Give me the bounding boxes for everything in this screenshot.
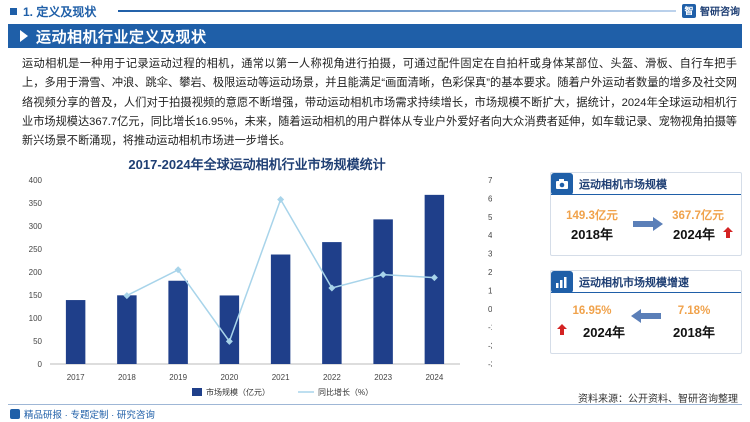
growth-point — [379, 271, 387, 279]
header-divider — [118, 10, 740, 12]
report-icon — [10, 409, 20, 419]
logo-icon: 智 — [682, 3, 696, 18]
bar — [65, 300, 86, 364]
play-arrow-icon — [20, 30, 28, 42]
scale-card-title: 运动相机市场规模 — [579, 179, 667, 191]
y-left-tick-label: 300 — [29, 222, 43, 231]
source-text: 资料来源：公开资料、智研咨询整理 — [578, 394, 738, 405]
bar — [168, 280, 188, 364]
square-icon — [10, 7, 17, 15]
growth-card: 运动相机市场规模增速 16.95% 2024年 7.18% 2018年 — [550, 270, 742, 354]
bar-chart-icon — [551, 271, 573, 293]
top-header: 1. 定义及现状 智 智研咨询 — [0, 0, 750, 22]
growth-point — [225, 337, 233, 345]
y-right-tick-label: 40% — [488, 231, 492, 240]
logo-text: 智研咨询 — [700, 7, 740, 18]
y-right-tick-label: 60% — [488, 194, 492, 203]
y-left-tick-label: 150 — [29, 291, 43, 300]
footer-divider — [8, 404, 742, 405]
growth-point — [277, 196, 285, 204]
x-tick-label: 2023 — [374, 373, 392, 382]
bar — [322, 242, 342, 364]
y-right-tick-label: 10% — [488, 286, 492, 295]
divider — [551, 194, 741, 195]
growth-point — [174, 266, 182, 274]
legend-bar-swatch — [192, 388, 202, 396]
brand-logo: 智 智研咨询 — [676, 3, 740, 18]
source-note: 资料来源：公开资料、智研咨询整理 — [578, 389, 738, 407]
left-arrow-icon — [631, 309, 661, 323]
section-marker: 1. 定义及现状 — [0, 3, 96, 20]
scale-to-value: 367.7亿元 — [672, 210, 724, 222]
x-tick-label: 2017 — [67, 373, 85, 382]
growth-point — [328, 284, 336, 292]
y-left-tick-label: 50 — [33, 337, 42, 346]
x-tick-label: 2022 — [323, 373, 341, 382]
bar — [270, 254, 291, 364]
y-left-tick-label: 200 — [29, 268, 43, 277]
page-title: 运动相机行业定义及现状 — [36, 28, 207, 46]
intro-paragraph: 运动相机是一种用于记录运动过程的相机，通常以第一人称视角进行拍摄，可通过配件固定… — [22, 58, 737, 148]
page-title-bar: 运动相机行业定义及现状 — [8, 24, 742, 48]
divider — [551, 292, 741, 293]
scale-card: 运动相机市场规模 149.3亿元 2018年 367.7亿元 2024年 — [550, 172, 742, 256]
growth-point — [123, 292, 131, 300]
footer-text: 精品研报 · 专题定制 · 研究咨询 — [24, 410, 155, 421]
y-right-tick-label: 20% — [488, 268, 492, 277]
bar — [117, 295, 137, 364]
y-left-tick-label: 350 — [29, 199, 43, 208]
scale-from-value: 149.3亿元 — [566, 210, 618, 222]
y-right-tick-label: -20% — [488, 342, 492, 351]
legend-line-label: 同比增长（%） — [318, 387, 373, 397]
y-left-tick-label: 250 — [29, 245, 43, 254]
up-arrow-icon — [557, 324, 567, 335]
section-label: 1. 定义及现状 — [23, 4, 97, 19]
scale-from-year: 2018年 — [571, 227, 613, 242]
camera-icon — [551, 173, 573, 195]
x-tick-label: 2019 — [169, 373, 187, 382]
y-right-tick-label: -10% — [488, 323, 492, 332]
x-tick-label: 2024 — [425, 373, 443, 382]
growth-card-header: 运动相机市场规模增速 — [551, 271, 689, 293]
y-right-tick-label: 30% — [488, 250, 492, 259]
bar — [219, 295, 240, 364]
legend-bar-label: 市场规模（亿元） — [206, 387, 270, 397]
footer-slogan: 精品研报 · 专题定制 · 研究咨询 — [10, 407, 155, 421]
x-tick-label: 2020 — [220, 373, 238, 382]
bar — [373, 219, 393, 364]
growth-card-title: 运动相机市场规模增速 — [579, 277, 689, 289]
chart-title: 2017-2024年全球运动相机行业市场规模统计 — [128, 157, 386, 172]
y-right-tick-label: -30% — [488, 360, 492, 369]
y-right-tick-label: 50% — [488, 213, 492, 222]
growth-past-value: 7.18% — [677, 305, 711, 317]
scale-to-year: 2024年 — [673, 227, 715, 242]
y-right-tick-label: 70% — [488, 176, 492, 185]
x-tick-label: 2018 — [118, 373, 136, 382]
right-arrow-icon — [633, 217, 663, 231]
x-tick-label: 2021 — [272, 373, 290, 382]
y-left-tick-label: 400 — [29, 176, 43, 185]
y-right-tick-label: 0% — [488, 305, 492, 314]
growth-past-year: 2018年 — [673, 325, 715, 340]
market-chart: 0 50 100 150 200 250 300 350 400 -30% -20% -10% 0% 10… — [29, 176, 492, 397]
y-left-tick-label: 0 — [38, 360, 43, 369]
growth-current-year: 2024年 — [583, 325, 625, 340]
growth-point — [430, 274, 438, 282]
up-arrow-icon — [723, 227, 733, 238]
y-left-tick-label: 100 — [29, 314, 43, 323]
growth-current-value: 16.95% — [572, 305, 612, 317]
scale-card-header: 运动相机市场规模 — [551, 173, 667, 195]
